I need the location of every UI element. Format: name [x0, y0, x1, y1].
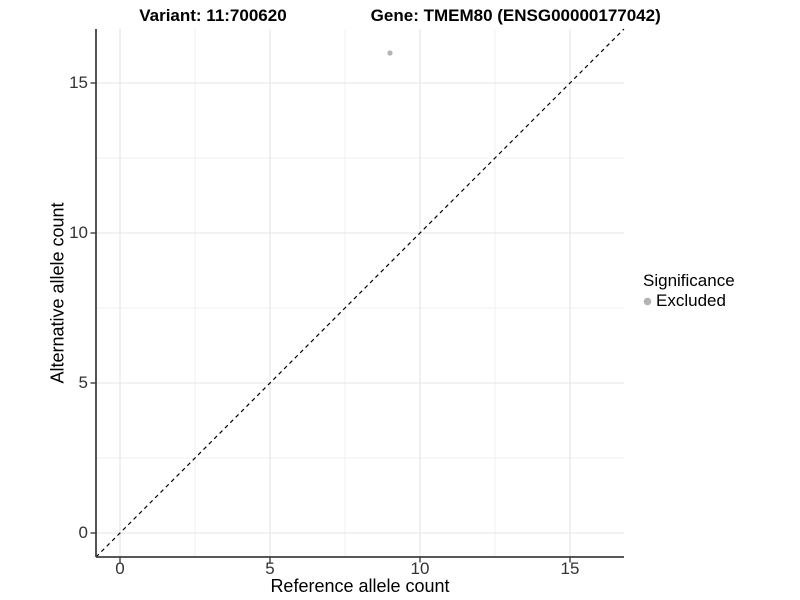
y-tick-label: 5 — [78, 373, 88, 392]
legend-item-label: Excluded — [656, 291, 726, 310]
tick-mark-layer — [90, 82, 571, 563]
y-axis-title: Alternative allele count — [47, 202, 68, 384]
data-point-layer — [387, 50, 393, 56]
identity-line — [95, 28, 625, 558]
identity-line-layer — [95, 28, 625, 558]
x-tick-label: 15 — [560, 559, 580, 578]
legend-key-dot-icon — [643, 297, 652, 305]
plot-title: Variant: 11:700620 Gene: TMEM80 (ENSG000… — [0, 5, 800, 27]
x-tick-label: 10 — [410, 559, 430, 578]
legend-item-excluded: Excluded — [640, 291, 735, 311]
x-tick-label: 0 — [115, 559, 125, 578]
x-axis-title: Reference allele count — [270, 576, 450, 596]
x-tick-label: 5 — [265, 559, 275, 578]
data-point — [387, 50, 393, 56]
grid-layer — [96, 29, 624, 557]
plot-title-variant: Variant: 11:700620 — [139, 6, 287, 25]
y-tick-label: 15 — [69, 73, 88, 92]
y-tick-label: 0 — [78, 523, 88, 542]
legend: Significance Excluded — [640, 270, 735, 311]
legend-title: Significance — [643, 271, 735, 290]
y-tick-label: 10 — [69, 223, 88, 242]
plot-title-gene: Gene: TMEM80 (ENSG00000177042) — [370, 6, 661, 25]
